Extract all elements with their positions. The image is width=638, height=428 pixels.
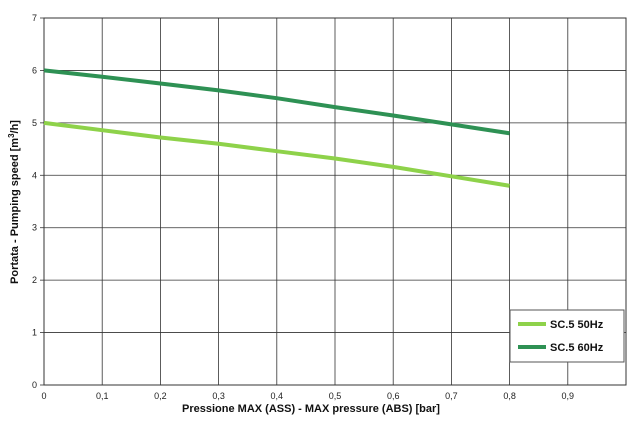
x-tick-labels: 0 0,1 0,2 0,3 0,4 0,5 0,6 0,7 0,8 0,9 xyxy=(41,391,574,401)
legend: SC.5 50Hz SC.5 60Hz xyxy=(509,309,625,363)
x-tick-label: 0,9 xyxy=(562,391,575,401)
y-axis-title-superscript: 3 xyxy=(7,133,16,138)
x-tick-label: 0,1 xyxy=(96,391,109,401)
y-gridlines xyxy=(40,17,626,386)
y-tick-label: 1 xyxy=(32,328,37,338)
x-axis-title: Pressione MAX (ASS) - MAX pressure (ABS)… xyxy=(182,403,440,415)
x-tick-label: 0,8 xyxy=(503,391,516,401)
legend-label-60hz: SC.5 60Hz xyxy=(550,342,604,354)
series-line-60hz xyxy=(43,68,510,136)
y-axis-title-end: /h] xyxy=(9,120,21,134)
x-tick-label: 0,2 xyxy=(154,391,167,401)
x-tick-label: 0,4 xyxy=(271,391,284,401)
x-tick-label: 0 xyxy=(41,391,46,401)
series-lines xyxy=(43,68,510,188)
series-line-50hz xyxy=(43,120,510,188)
y-axis-title-main: Portata - Pumping speed [m xyxy=(9,138,21,284)
y-tick-label: 7 xyxy=(32,13,37,23)
legend-box xyxy=(509,309,625,363)
y-tick-label: 6 xyxy=(32,65,37,75)
x-tick-label: 0,5 xyxy=(329,391,342,401)
y-tick-label: 3 xyxy=(32,223,37,233)
x-tick-label: 0,3 xyxy=(212,391,225,401)
y-tick-label: 4 xyxy=(32,170,37,180)
y-tick-label: 2 xyxy=(32,275,37,285)
y-tick-labels: 0 1 2 3 4 5 6 7 xyxy=(32,13,37,390)
y-tick-label: 5 xyxy=(32,118,37,128)
y-tick-label: 0 xyxy=(32,380,37,390)
x-tick-label: 0,6 xyxy=(387,391,400,401)
y-axis-title: Portata - Pumping speed [m3/h] xyxy=(7,120,22,284)
legend-label-50hz: SC.5 50Hz xyxy=(550,319,604,331)
x-tick-label: 0,7 xyxy=(445,391,458,401)
